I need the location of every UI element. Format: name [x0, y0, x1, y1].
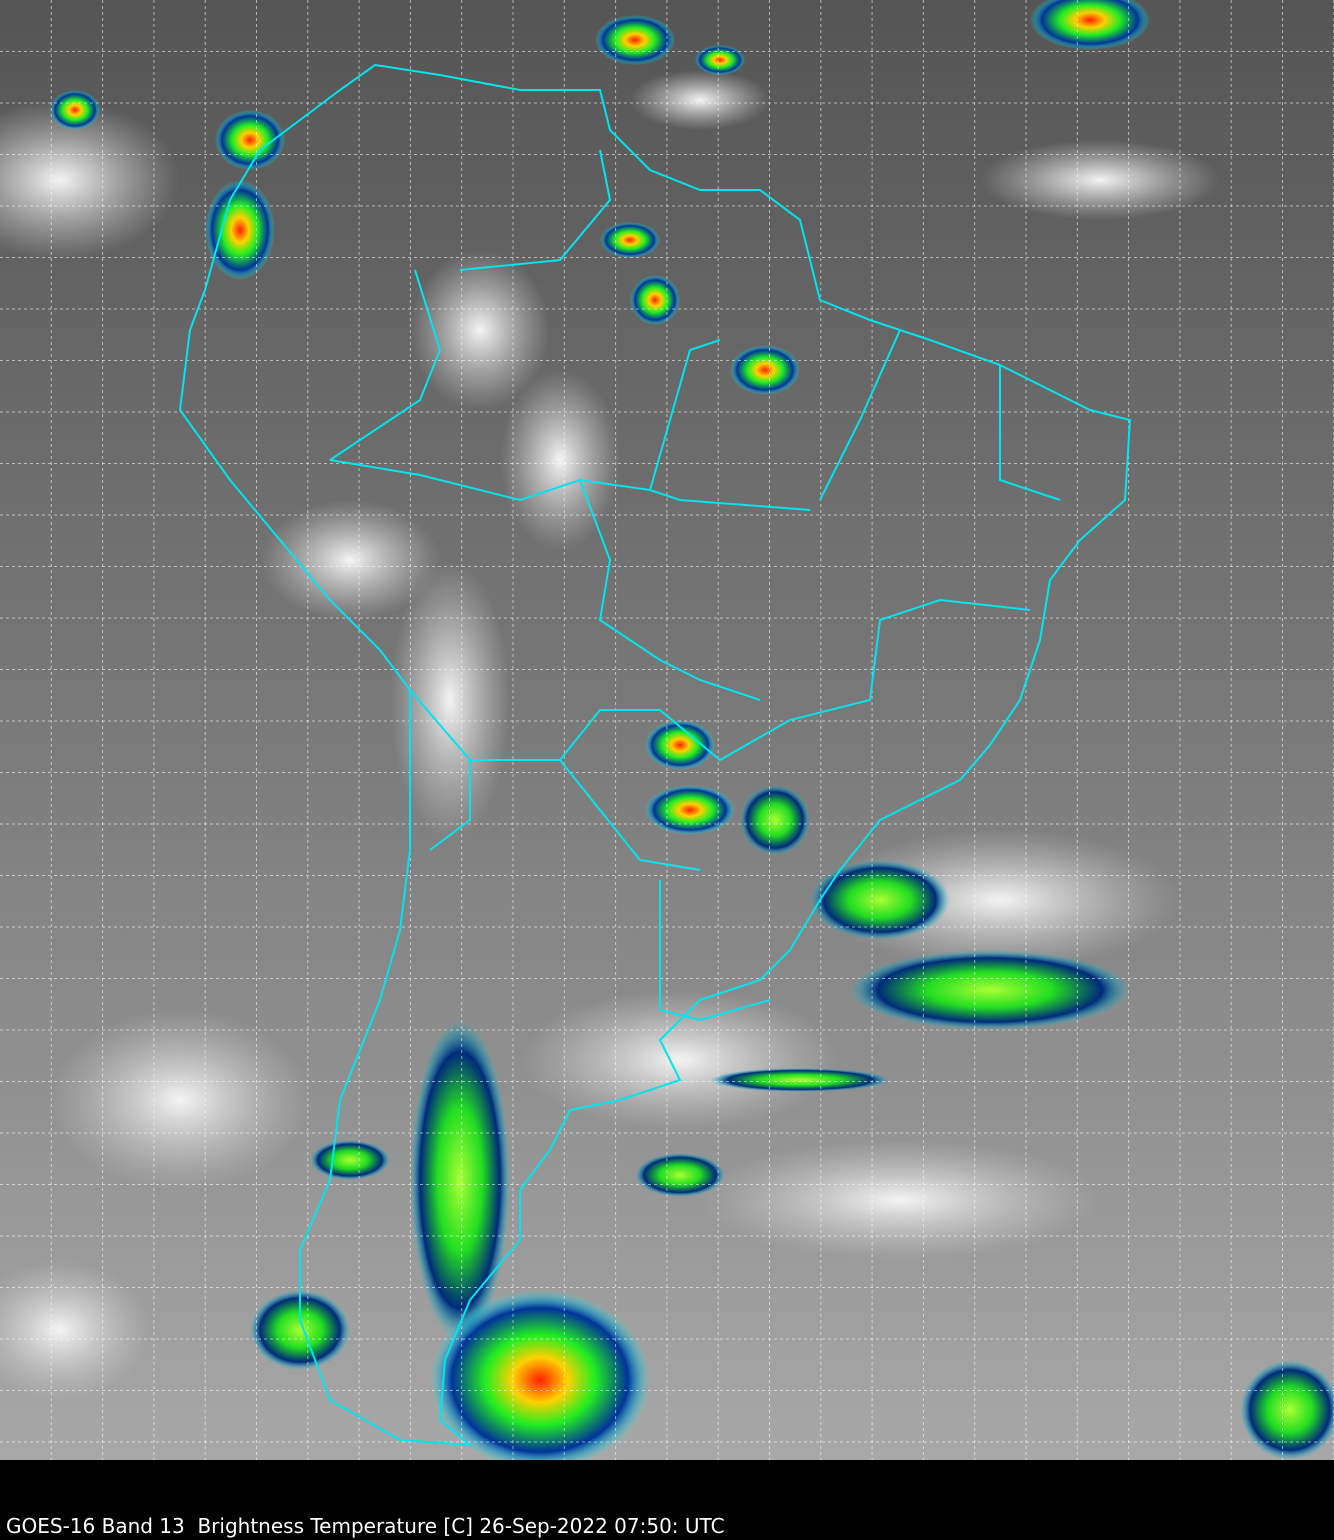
cold-cloud-tops	[50, 0, 1334, 1460]
convective-cloud	[430, 1290, 650, 1460]
convective-cloud	[410, 1020, 510, 1340]
convective-cloud	[645, 720, 715, 770]
convective-cloud	[310, 1140, 390, 1180]
cloud-area	[0, 100, 180, 260]
convective-cloud	[635, 1153, 725, 1197]
cloud-area	[980, 140, 1220, 220]
cloud-area	[520, 990, 840, 1130]
convective-cloud	[740, 785, 810, 855]
cloud-area	[630, 70, 770, 130]
cloud-area	[700, 1140, 1100, 1260]
cloud-area	[500, 370, 620, 550]
image-caption: GOES-16 Band 13 Brightness Temperature […	[6, 1514, 725, 1538]
convective-cloud	[205, 180, 275, 280]
convective-cloud	[710, 1068, 890, 1092]
lat-lon-grid	[0, 0, 1334, 1460]
convective-cloud	[645, 785, 735, 835]
convective-cloud	[600, 222, 660, 258]
convective-cloud	[695, 45, 745, 75]
convective-cloud	[50, 90, 100, 130]
cloud-area	[410, 250, 550, 410]
interior-borders	[329, 149, 1061, 1022]
satellite-map	[0, 0, 1334, 1460]
convective-cloud	[250, 1290, 350, 1370]
country-borders	[178, 63, 1132, 1447]
south-america-coastline	[178, 63, 1132, 1447]
convective-cloud	[1030, 0, 1150, 50]
cloud-area	[390, 560, 510, 840]
cloud-area	[0, 1260, 150, 1400]
convective-cloud	[595, 15, 675, 65]
convective-cloud	[630, 275, 680, 325]
convective-cloud	[810, 860, 950, 940]
convective-cloud	[215, 110, 285, 170]
cloud-area	[260, 500, 440, 620]
cloud-area	[50, 1010, 310, 1190]
convective-cloud	[730, 345, 800, 395]
convective-cloud	[1240, 1360, 1334, 1460]
convective-cloud	[850, 950, 1130, 1030]
